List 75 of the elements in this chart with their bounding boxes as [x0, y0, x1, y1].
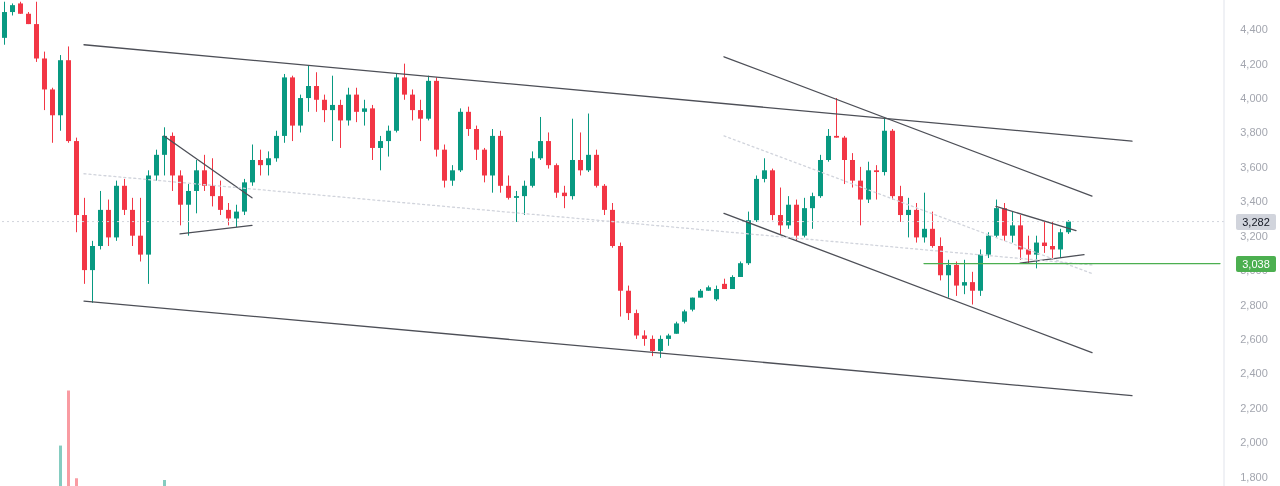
candlestick: [786, 195, 791, 230]
candlestick: [1034, 235, 1039, 269]
candlestick: [410, 88, 415, 121]
candlestick: [762, 157, 767, 183]
candlestick: [898, 185, 903, 223]
candlestick: [962, 259, 967, 295]
candlestick: [506, 174, 511, 201]
y-tick-label: 2,000: [1240, 436, 1268, 449]
candlestick: [322, 94, 327, 123]
y-tick-label: 3,800: [1240, 126, 1268, 139]
candlestick: [250, 144, 255, 187]
candlestick: [650, 334, 655, 357]
candlestick: [1058, 228, 1063, 259]
y-tick-label: 2,600: [1240, 332, 1268, 345]
candlestick: [266, 150, 271, 176]
candlestick: [634, 309, 639, 340]
y-tick-label: 4,200: [1240, 57, 1268, 70]
candlestick: [186, 183, 191, 237]
candlestick: [954, 260, 959, 297]
y-tick-label: 3,400: [1240, 195, 1268, 208]
candlestick: [274, 130, 279, 163]
y-tick-label: 3,200: [1240, 229, 1268, 242]
candlestick: [386, 125, 391, 158]
candlestick: [930, 211, 935, 249]
candlestick: [850, 152, 855, 189]
candlestick: [202, 154, 207, 192]
candlestick: [578, 131, 583, 176]
y-tick-label: 2,200: [1240, 401, 1268, 414]
ref-line-label: 3,282: [1236, 213, 1276, 230]
y-tick-label: 1,800: [1240, 470, 1268, 483]
candlestick: [258, 149, 263, 176]
y-tick-label: 3,600: [1240, 160, 1268, 173]
candlestick: [402, 63, 407, 101]
y-tick-label: 4,400: [1240, 23, 1268, 36]
candlestick: [810, 192, 815, 230]
candlestick: [362, 99, 367, 127]
candlestick: [778, 187, 783, 235]
candlestick: [858, 166, 863, 226]
candlestick: [466, 106, 471, 137]
candlestick: [194, 159, 199, 214]
candlestick: [1026, 235, 1031, 264]
candlestick: [378, 135, 383, 171]
candlestick: [330, 75, 335, 142]
candlestick: [946, 259, 951, 299]
candlestick: [338, 99, 343, 149]
candlestick: [418, 99, 423, 142]
candlestick: [626, 285, 631, 321]
candlestick: [474, 125, 479, 161]
candlestick: [658, 334, 663, 359]
candlestick: [226, 202, 231, 226]
y-tick-label: 4,000: [1240, 92, 1268, 105]
candlestick: [970, 271, 975, 305]
candlestick: [834, 97, 839, 139]
y-tick-label: 2,800: [1240, 298, 1268, 311]
y-tick-label: 2,400: [1240, 367, 1268, 380]
candlestick: [450, 164, 455, 187]
candlestick: [306, 64, 311, 113]
candlestick: [922, 192, 927, 244]
candlestick: [1010, 211, 1015, 244]
candlestick: [586, 113, 591, 173]
candlestick: [354, 87, 359, 123]
candlestick: [162, 126, 167, 176]
candlestick: [874, 164, 879, 201]
candlestick: [522, 180, 527, 216]
candlestick: [154, 149, 159, 182]
candlestick: [218, 180, 223, 216]
candlestick: [538, 116, 543, 161]
candlestick: [314, 71, 319, 113]
candlestick: [138, 197, 143, 262]
candlestick: [514, 190, 519, 223]
candlestick: [906, 197, 911, 238]
candlestick: [210, 157, 215, 207]
candlestick: [842, 135, 847, 185]
candlestick: [986, 231, 991, 259]
text: 3,038: [1236, 255, 1276, 272]
